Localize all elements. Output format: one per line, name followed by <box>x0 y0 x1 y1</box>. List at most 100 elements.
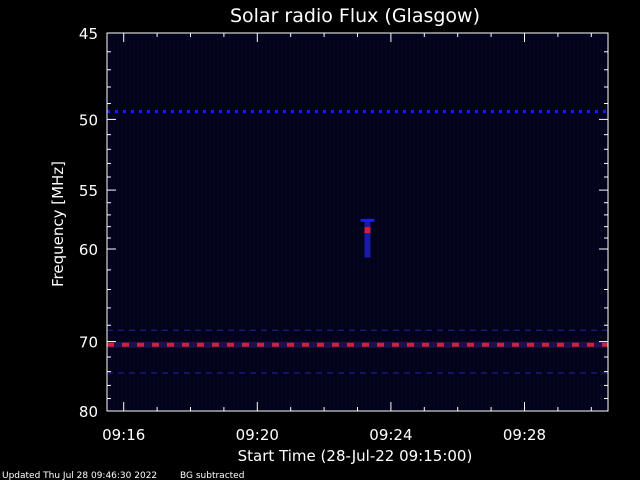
background-streak <box>309 33 310 411</box>
background-streak <box>373 33 374 411</box>
x-tick-label: 09:20 <box>236 426 279 444</box>
background-streak <box>277 33 278 411</box>
background-streak <box>537 33 538 411</box>
background-streak <box>173 33 174 411</box>
background-streak <box>129 33 130 411</box>
background-streak <box>485 33 486 411</box>
background-streak <box>381 33 382 411</box>
burst-emission <box>360 218 375 222</box>
background-streak <box>497 33 498 411</box>
background-streak <box>297 33 298 411</box>
background-streak <box>257 33 258 411</box>
background-streak <box>473 33 474 411</box>
background-streak <box>477 33 478 411</box>
background-streak <box>417 33 418 411</box>
background-streak <box>541 33 542 411</box>
footer-updated-timestamp: Updated Thu Jul 28 09:46:30 2022 <box>2 471 157 480</box>
axis-ticks: 09:16 09:20 09:24 09:28 45 50 55 60 70 80 <box>79 25 608 444</box>
background-streak <box>321 33 322 411</box>
background-streak <box>245 33 246 411</box>
footer-bg-note: BG subtracted <box>180 471 244 480</box>
background-streak <box>577 33 578 411</box>
y-tick-label: 45 <box>79 25 98 43</box>
burst-peak <box>364 227 371 234</box>
background-streak <box>533 33 534 411</box>
background-streak <box>437 33 438 411</box>
background-streak <box>293 33 294 411</box>
background-streak <box>585 33 586 411</box>
background-streak <box>161 33 162 411</box>
background-streak <box>349 33 350 411</box>
background-streak <box>529 33 530 411</box>
background-streak <box>337 33 338 411</box>
background-streak <box>121 33 122 411</box>
background-streak <box>597 33 598 411</box>
x-tick-label: 09:16 <box>102 426 145 444</box>
background-streak <box>361 33 362 411</box>
background-streak <box>501 33 502 411</box>
background-streak <box>221 33 222 411</box>
background-streak <box>305 33 306 411</box>
y-tick-label: 55 <box>79 182 98 200</box>
background-streak <box>353 33 354 411</box>
background-streak <box>505 33 506 411</box>
y-tick-label: 60 <box>79 241 98 259</box>
background-streak <box>549 33 550 411</box>
background-streak <box>481 33 482 411</box>
background-streak <box>509 33 510 411</box>
background-streak <box>453 33 454 411</box>
background-streak <box>145 33 146 411</box>
background-streak <box>397 33 398 411</box>
background-streak <box>185 33 186 411</box>
background-streak <box>489 33 490 411</box>
background-streak <box>589 33 590 411</box>
background-streak <box>449 33 450 411</box>
x-axis-label: Start Time (28-Jul-22 09:15:00) <box>238 447 473 465</box>
y-tick-label: 70 <box>79 334 98 352</box>
background-streak <box>393 33 394 411</box>
y-tick-label: 50 <box>79 111 98 129</box>
background-streak <box>137 33 138 411</box>
background-streak <box>333 33 334 411</box>
background-streak <box>133 33 134 411</box>
background-streak <box>273 33 274 411</box>
background-streak <box>601 33 602 411</box>
background-streak <box>429 33 430 411</box>
background-streak <box>313 33 314 411</box>
background-streak <box>569 33 570 411</box>
background-streak <box>409 33 410 411</box>
background-streak <box>177 33 178 411</box>
y-axis-label: Frequency [MHz] <box>49 161 67 287</box>
background-streak <box>169 33 170 411</box>
background-streak <box>557 33 558 411</box>
x-tick-label: 09:24 <box>369 426 412 444</box>
background-streak <box>205 33 206 411</box>
background-streak <box>345 33 346 411</box>
background-streak <box>401 33 402 411</box>
background-streak <box>385 33 386 411</box>
background-streak <box>425 33 426 411</box>
background-streak <box>193 33 194 411</box>
background-streak <box>197 33 198 411</box>
background-streak <box>581 33 582 411</box>
background-streak <box>465 33 466 411</box>
background-streak <box>241 33 242 411</box>
background-streak <box>525 33 526 411</box>
background-streak <box>457 33 458 411</box>
background-streak <box>249 33 250 411</box>
background-streak <box>445 33 446 411</box>
background-streak <box>357 33 358 411</box>
background-streak <box>265 33 266 411</box>
background-streak <box>389 33 390 411</box>
background-streak <box>521 33 522 411</box>
background-streak <box>261 33 262 411</box>
background-streak <box>377 33 378 411</box>
background-streak <box>189 33 190 411</box>
background-streak <box>149 33 150 411</box>
background-streak <box>113 33 114 411</box>
background-streak <box>461 33 462 411</box>
background-streak <box>573 33 574 411</box>
background-streak <box>181 33 182 411</box>
background-streak <box>433 33 434 411</box>
